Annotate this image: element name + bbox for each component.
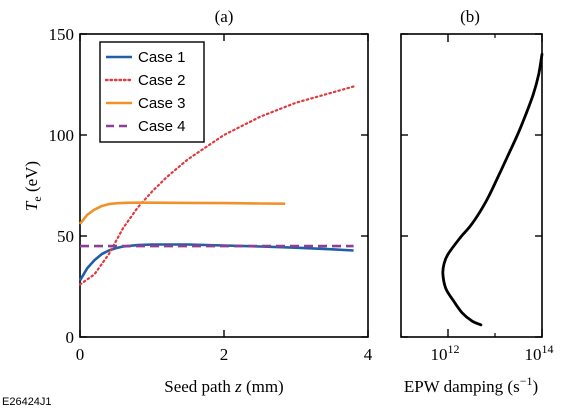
panel-b-frame [400,33,543,338]
x-axis-title-a: Seed path z (mm) [164,377,283,396]
panel-a-series [78,85,355,286]
panel-a-xtick-label: 0 [76,345,85,364]
legend-label-case-4: Case 4 [138,118,186,135]
panel-b-xtick-label: 1012 [431,342,460,364]
panel-b: (b) 1012 1014 EPW damping (s−1) [400,7,554,396]
figure-id: E26424J1 [2,396,52,408]
y-axis-title-var: T [22,200,41,211]
panel-a-label: (a) [215,7,234,26]
panel-b-series [441,52,544,327]
legend-box [99,41,205,143]
x-axis-title-a-prefix: Seed path [164,377,235,396]
panel-b-ticks: 1012 1014 [400,33,554,364]
legend-label-case-2: Case 2 [138,72,186,89]
x-axis-title-b: EPW damping (s−1) [404,374,538,396]
x-axis-title-b-sup: −1 [520,374,533,388]
panel-a-ytick-label: 0 [66,328,75,347]
panel-a-xtick-label: 4 [364,345,373,364]
y-axis-title: Te (eV) [22,161,44,211]
panel-a-xtick-label: 2 [220,345,229,364]
legend-label-case-1: Case 1 [138,49,186,66]
panel-b-label: (b) [460,7,480,26]
panel-a-ytick-label: 150 [49,25,75,44]
series-line-case-1 [78,243,354,282]
series-line-case-3 [78,201,286,225]
legend: Case 1 Case 2 Case 3 Case 4 [99,41,205,143]
x-axis-title-a-unit: (mm) [242,377,284,396]
y-axis-title-sub: e [30,196,44,201]
legend-label-case-3: Case 3 [138,95,186,112]
panel-a: (a) 0 2 4 0 50 100 150 Case 1 Case 2 Case 3 Ca… [22,7,373,396]
x-axis-title-b-close: ) [532,377,538,396]
series-line-case-2 [78,85,355,286]
x-axis-title-b-prefix: EPW damping (s [404,377,520,396]
x-axis-title-a-var: z [234,377,242,396]
panel-a-ytick-label: 100 [49,126,75,145]
panel-a-ticks: 0 2 4 0 50 100 150 [49,25,373,364]
y-axis-title-unit: (eV) [22,161,41,196]
panel-b-xtick-label: 1014 [525,342,554,364]
panel-a-ytick-label: 50 [57,227,74,246]
epw-damping-curve [441,52,544,327]
